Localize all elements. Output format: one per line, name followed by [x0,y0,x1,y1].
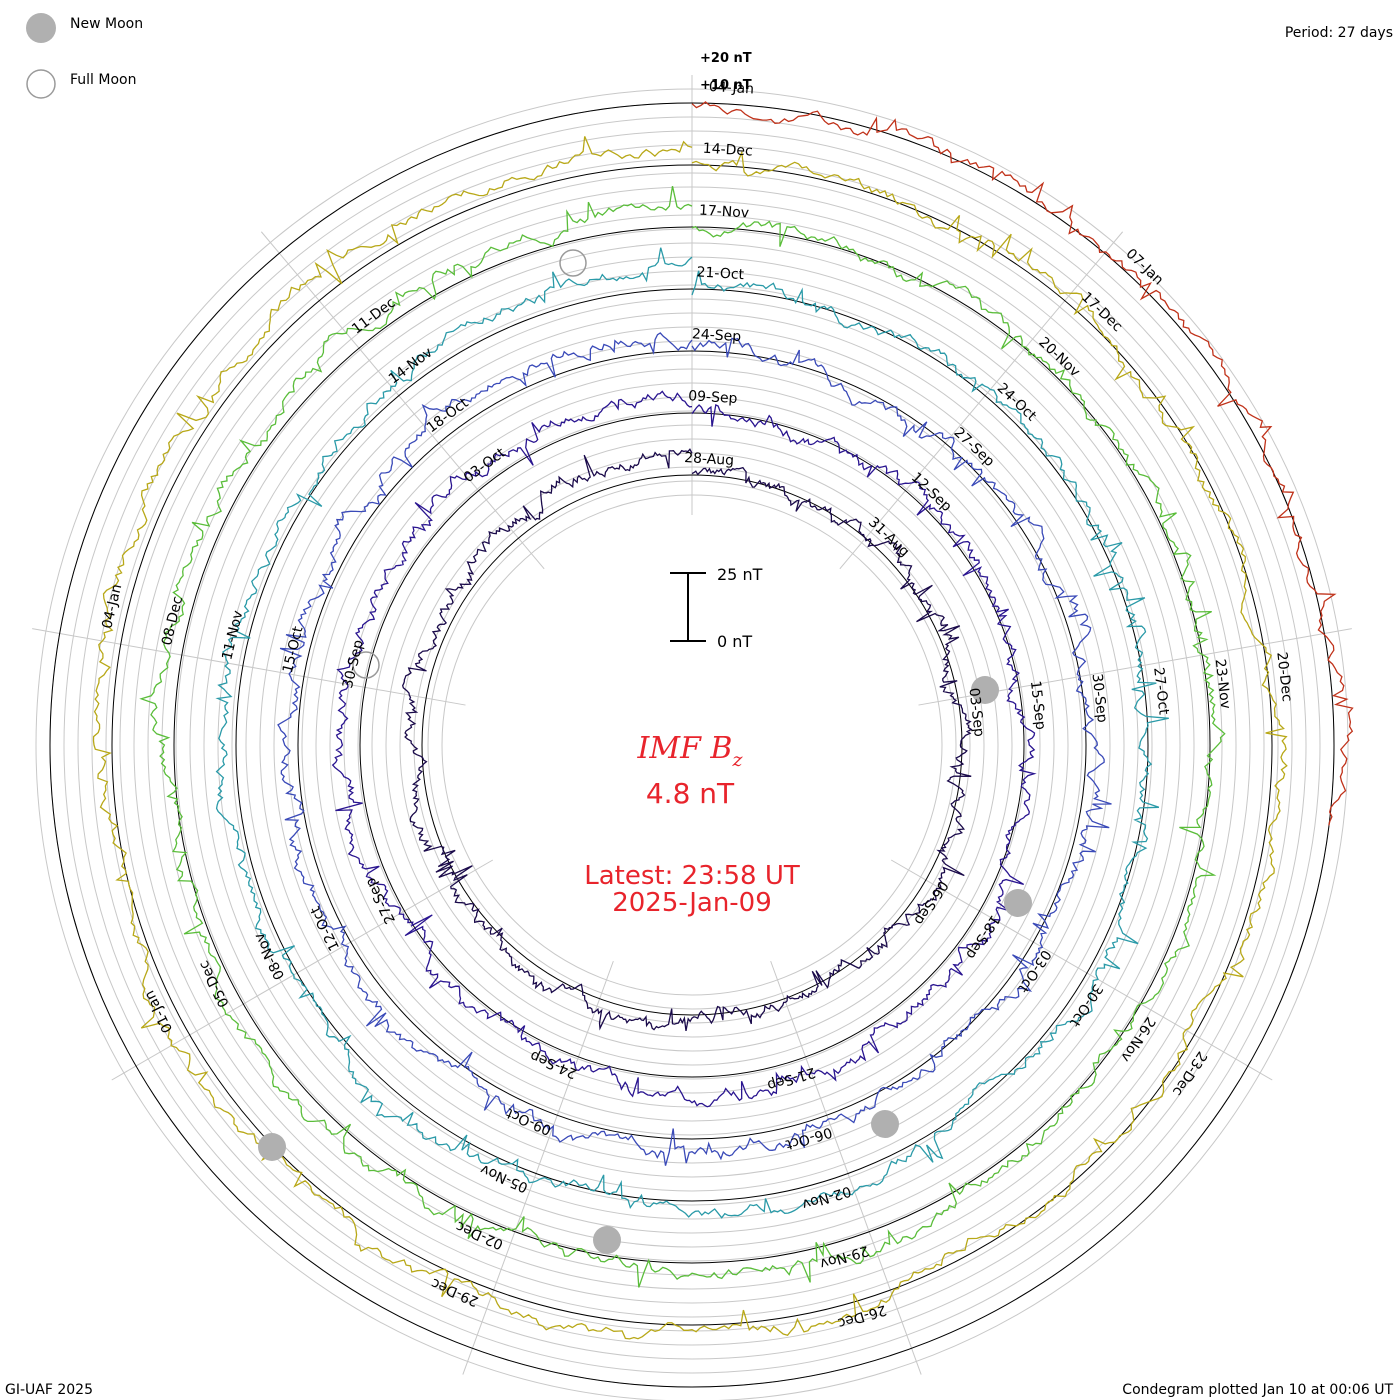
date-tick-label: 20-Nov [1035,334,1082,380]
date-tick-label: 08-Dec [159,595,186,647]
bz-series-rotation-6 [92,136,1288,1340]
new-moon-marker [871,1110,899,1138]
new-moon-marker [971,676,999,704]
center-title-subscript: z [731,749,743,771]
date-tick-label: 29-Dec [429,1275,481,1310]
legend: New Moon Full Moon [26,13,143,99]
plus20-label: +20 nT [700,51,752,66]
date-tick-label: 02-Nov [800,1183,853,1213]
new-moon-marker [1004,889,1032,917]
date-tick-label: 09-Sep [688,388,738,407]
date-tick-label: 05-Dec [196,958,233,1010]
date-tick-label: 17-Dec [1078,289,1125,335]
radial-spoke [260,231,545,570]
date-tick-label: 03-Oct [461,445,509,486]
center-title-main: IMF B [637,731,733,766]
rotation-baseline [235,288,1149,1202]
date-tick-label: 04-Jan [99,583,125,631]
bz-series-rotation-4 [215,247,1169,1219]
full-moon-legend-icon [26,69,56,99]
date-tick-label: 20-Dec [1273,651,1295,702]
date-tick-label: 23-Nov [1212,658,1234,710]
date-tick-label: 06-Sep [910,878,951,928]
radial-spokes [32,75,1352,1375]
period-label: Period: 27 days [1285,25,1393,41]
radial-spoke [32,628,466,706]
date-tick-label: 18-Sep [962,912,1003,962]
scale-bar: 25 nT 0 nT [670,565,763,651]
date-tick-label: 21-Sep [765,1064,817,1093]
date-tick-label: 21-Oct [696,264,745,283]
date-tick-label: 31-Aug [865,514,912,560]
date-tick-label: 03-Sep [965,687,987,738]
date-tick-label: 14-Dec [702,141,753,160]
date-tick-label: 11-Nov [219,609,246,662]
rotation-baseline [111,164,1273,1326]
date-tick-label: 05-Nov [478,1161,530,1196]
center-latest-time: Latest: 23:58 UT [584,861,800,891]
plus10-label: +10 nT [700,78,752,93]
date-tick-label: 09-Oct [503,1104,553,1138]
date-tick-label: 27-Sep [362,875,398,926]
date-tick-label: 24-Sep [691,326,741,345]
date-tick-label: 04-Jan [708,79,754,98]
center-title: IMF Bz [637,731,744,771]
footer-credit: GI-UAF 2025 [5,1382,93,1398]
radial-spoke [770,960,922,1375]
date-tick-label: 15-Sep [1027,680,1049,731]
new-moon-marker [593,1226,621,1254]
center-annotation: IMF Bz 4.8 nT Latest: 23:58 UT 2025-Jan-… [584,731,800,918]
bz-series-rotation-7 [691,101,1354,826]
bz-series-rotation-5 [139,185,1226,1288]
radial-spoke [111,859,494,1081]
radial-spoke [839,231,1124,570]
date-tick-label: 17-Nov [699,203,750,222]
new-moon-marker [258,1133,286,1161]
rotation-baseline [49,102,1335,1388]
rotation-baseline [421,474,963,1016]
full-moon-legend-label: Full Moon [70,72,136,88]
bz-series-rotation-2 [331,390,1037,1108]
bz-series-group [49,101,1354,1388]
date-tick-label: 28-Aug [684,450,735,469]
date-tick-label: 11-Dec [349,295,399,338]
rotation-baseline [297,350,1087,1140]
footer-plot-time: Condegram plotted Jan 10 at 00:06 UT [1122,1382,1393,1398]
scale-bar-bottom-label: 0 nT [717,632,752,651]
bz-series-rotation-3 [277,332,1112,1166]
full-moon-marker [559,249,587,277]
date-tick-label: 07-Jan [1123,246,1167,289]
new-moon-legend-label: New Moon [70,16,143,32]
center-latest-date: 2025-Jan-09 [612,888,772,918]
scale-bar-top-label: 25 nT [717,565,763,584]
date-tick-label: 30-Sep [1088,673,1110,724]
radial-spoke [890,859,1273,1081]
rotation-baseline [173,226,1211,1264]
full-moon-marker [352,651,380,679]
moon-markers [258,249,1032,1254]
date-tick-label: 27-Oct [1150,667,1171,716]
center-value: 4.8 nT [646,777,735,810]
date-tick-label: 24-Sep [528,1047,580,1081]
date-tick-label: 06-Oct [783,1124,834,1153]
radial-spoke [462,960,614,1375]
new-moon-legend-icon [26,13,56,43]
bz-series-rotation-1 [402,448,973,1032]
